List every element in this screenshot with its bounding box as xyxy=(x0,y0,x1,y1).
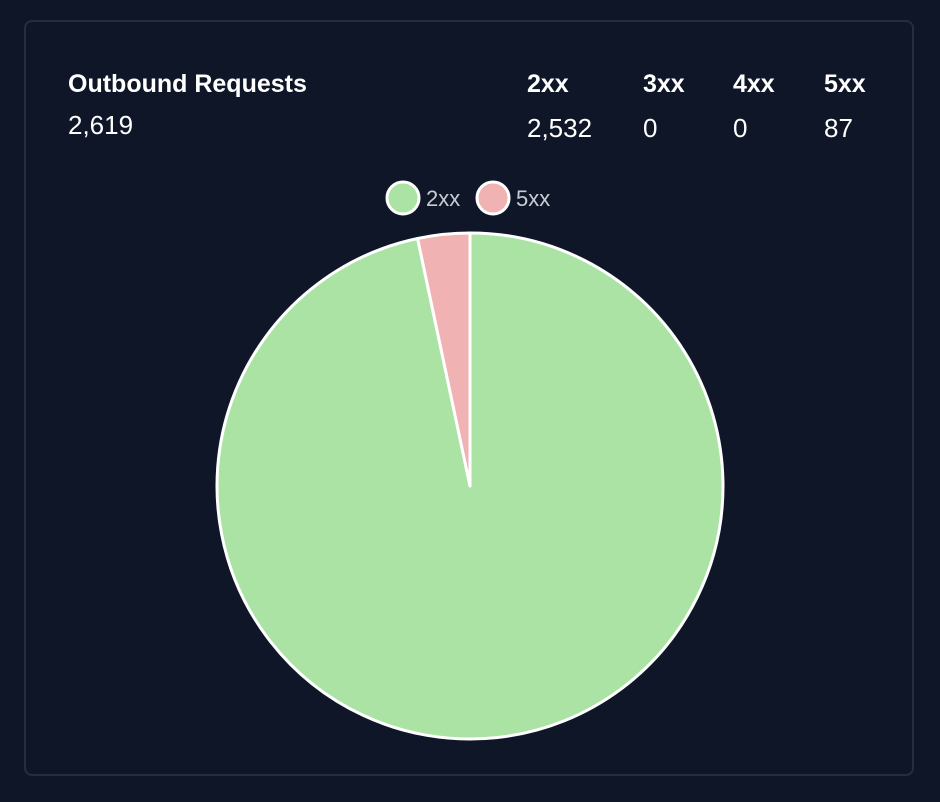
stat-5xx: 5xx 87 xyxy=(824,70,866,144)
pie-chart-area: 2xx 5xx xyxy=(26,162,912,774)
stat-2xx-label: 2xx xyxy=(527,70,569,98)
stat-3xx: 3xx 0 xyxy=(643,70,685,144)
stat-5xx-value: 87 xyxy=(824,113,853,143)
pie-slices xyxy=(215,231,725,741)
stat-4xx: 4xx 0 xyxy=(733,70,775,144)
legend-label-5xx: 5xx xyxy=(516,186,550,211)
stat-2xx: 2xx 2,532 xyxy=(527,70,592,144)
pie-chart: 2xx 5xx xyxy=(215,180,725,741)
legend-swatch-2xx xyxy=(385,180,421,216)
legend-label-2xx: 2xx xyxy=(426,186,460,211)
legend-item-5xx[interactable]: 5xx xyxy=(475,180,550,216)
stat-5xx-label: 5xx xyxy=(824,70,866,98)
summary-title: Outbound Requests xyxy=(68,70,307,98)
card-header: Outbound Requests 2,619 2xx 2,532 3xx 0 … xyxy=(26,22,912,162)
pie-slice-5xx[interactable] xyxy=(416,231,472,488)
chart-legend[interactable]: 2xx 5xx xyxy=(385,180,550,216)
stat-3xx-value: 0 xyxy=(643,113,658,143)
outbound-requests-card: Outbound Requests 2,619 2xx 2,532 3xx 0 … xyxy=(24,20,914,776)
stat-3xx-label: 3xx xyxy=(643,70,685,98)
legend-item-2xx[interactable]: 2xx xyxy=(385,180,460,216)
stat-2xx-value: 2,532 xyxy=(527,113,593,143)
summary-total: 2,619 xyxy=(68,110,134,140)
legend-swatch-5xx xyxy=(475,180,511,216)
stat-4xx-value: 0 xyxy=(733,113,748,143)
stat-4xx-label: 4xx xyxy=(733,70,775,98)
